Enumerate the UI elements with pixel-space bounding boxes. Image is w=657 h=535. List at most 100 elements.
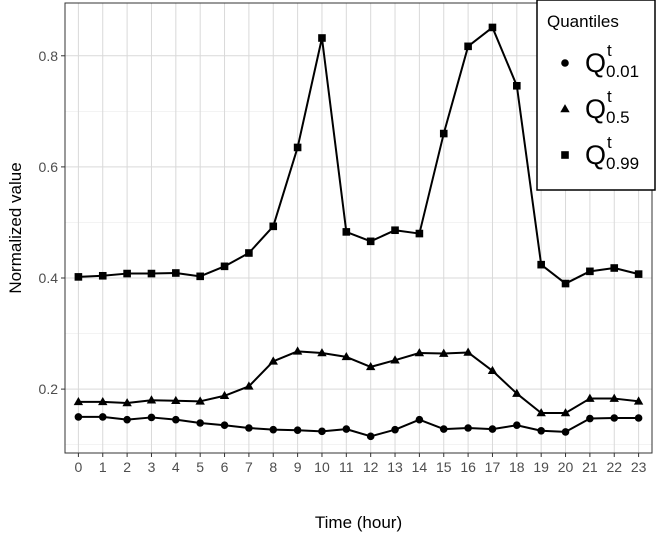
data-point-circle — [147, 413, 156, 422]
data-point-circle — [196, 419, 204, 427]
x-tick-label: 23 — [631, 459, 647, 475]
data-point-square — [610, 264, 619, 272]
x-tick-label: 14 — [412, 459, 428, 475]
data-point-triangle — [244, 381, 254, 390]
data-point-square — [561, 279, 570, 288]
data-point-circle — [245, 424, 253, 432]
data-point-circle — [586, 414, 594, 423]
x-tick-label: 18 — [509, 459, 525, 475]
data-point-circle — [269, 425, 278, 434]
data-point-square — [269, 222, 278, 231]
x-tick-label: 5 — [196, 459, 204, 475]
y-tick-label: 0.6 — [39, 159, 59, 175]
data-point-triangle — [122, 398, 132, 407]
data-point-circle — [342, 425, 351, 433]
data-point-square — [391, 226, 399, 235]
data-point-square — [98, 271, 107, 280]
data-point-square — [74, 273, 83, 281]
data-point-square — [464, 42, 472, 51]
legend-label-sup: t — [607, 41, 612, 60]
y-tick-label: 0.8 — [39, 48, 59, 64]
legend-key-square — [561, 151, 569, 159]
data-point-circle — [415, 415, 424, 424]
x-tick-label: 15 — [436, 459, 452, 475]
data-point-triangle — [317, 348, 327, 357]
data-point-circle — [610, 414, 619, 422]
x-tick-label: 4 — [172, 459, 180, 475]
data-point-square — [439, 129, 448, 138]
data-point-triangle — [512, 388, 522, 397]
data-point-triangle — [98, 396, 108, 406]
data-point-square — [634, 270, 643, 278]
legend-title: Quantiles — [547, 12, 619, 31]
series-layer — [73, 23, 644, 441]
series-square — [74, 23, 643, 288]
data-point-square — [293, 143, 302, 152]
data-point-triangle — [609, 393, 619, 402]
data-point-square — [172, 269, 180, 277]
data-point-circle — [488, 425, 497, 433]
data-point-triangle — [268, 356, 278, 365]
x-tick-label: 2 — [123, 459, 131, 475]
data-point-circle — [561, 428, 570, 436]
x-tick-label: 3 — [148, 459, 156, 475]
x-tick-label: 16 — [460, 459, 476, 475]
y-tick-label: 0.4 — [39, 270, 59, 286]
data-point-triangle — [414, 348, 425, 357]
series-line — [78, 26, 639, 285]
data-point-circle — [220, 421, 229, 430]
series-circle — [74, 413, 643, 441]
series-line — [78, 415, 639, 438]
data-point-square — [488, 23, 497, 32]
x-tick-label: 20 — [558, 459, 574, 475]
x-tick-label: 11 — [339, 459, 354, 475]
legend-label-sup: t — [607, 87, 612, 106]
legend-label-main: Q — [585, 140, 606, 170]
legend-key-triangle — [560, 104, 570, 113]
x-tick-label: 9 — [294, 459, 302, 475]
legend-box — [536, 0, 656, 191]
legend-label-sub: 0.5 — [606, 108, 630, 127]
data-point-circle — [439, 425, 448, 433]
data-point-triangle — [633, 396, 644, 405]
data-point-circle — [318, 427, 326, 436]
legend-label-sub: 0.99 — [606, 154, 639, 173]
y-axis-title: Normalized value — [6, 162, 25, 293]
plot-panel-border — [64, 2, 653, 454]
data-point-triangle — [463, 347, 473, 356]
legend-label-sub: 0.01 — [606, 62, 639, 81]
data-point-square — [123, 269, 131, 278]
data-point-circle — [513, 421, 521, 430]
data-point-triangle — [585, 393, 595, 402]
data-point-triangle — [73, 396, 84, 406]
x-tick-label: 1 — [99, 459, 107, 475]
x-tick-label: 13 — [387, 459, 403, 475]
y-tick-label: 0.2 — [39, 381, 59, 397]
minor-gridlines — [65, 111, 652, 445]
series-triangle — [73, 346, 644, 417]
data-point-triangle — [219, 390, 230, 400]
x-tick-label: 0 — [74, 459, 82, 475]
data-point-triangle — [487, 365, 498, 375]
data-point-square — [415, 229, 424, 238]
x-tick-label: 12 — [363, 459, 379, 475]
x-axis-ticks: 0 1 2 3 4 5 6 7 8 9 10 11 12 13 14 15 16 17 18 19 20 21 22 23 — [74, 453, 647, 475]
x-tick-label: 8 — [269, 459, 277, 475]
x-axis-title: Time (hour) — [315, 513, 402, 532]
legend-key-circle — [561, 59, 569, 67]
data-point-triangle — [560, 408, 571, 417]
x-tick-label: 19 — [533, 459, 549, 475]
data-point-triangle — [341, 351, 352, 361]
data-point-circle — [98, 413, 107, 421]
data-point-square — [342, 228, 351, 236]
data-point-circle — [123, 415, 131, 424]
data-point-triangle — [365, 361, 376, 371]
data-point-triangle — [146, 395, 157, 404]
data-point-triangle — [171, 395, 181, 405]
data-point-triangle — [439, 348, 449, 357]
